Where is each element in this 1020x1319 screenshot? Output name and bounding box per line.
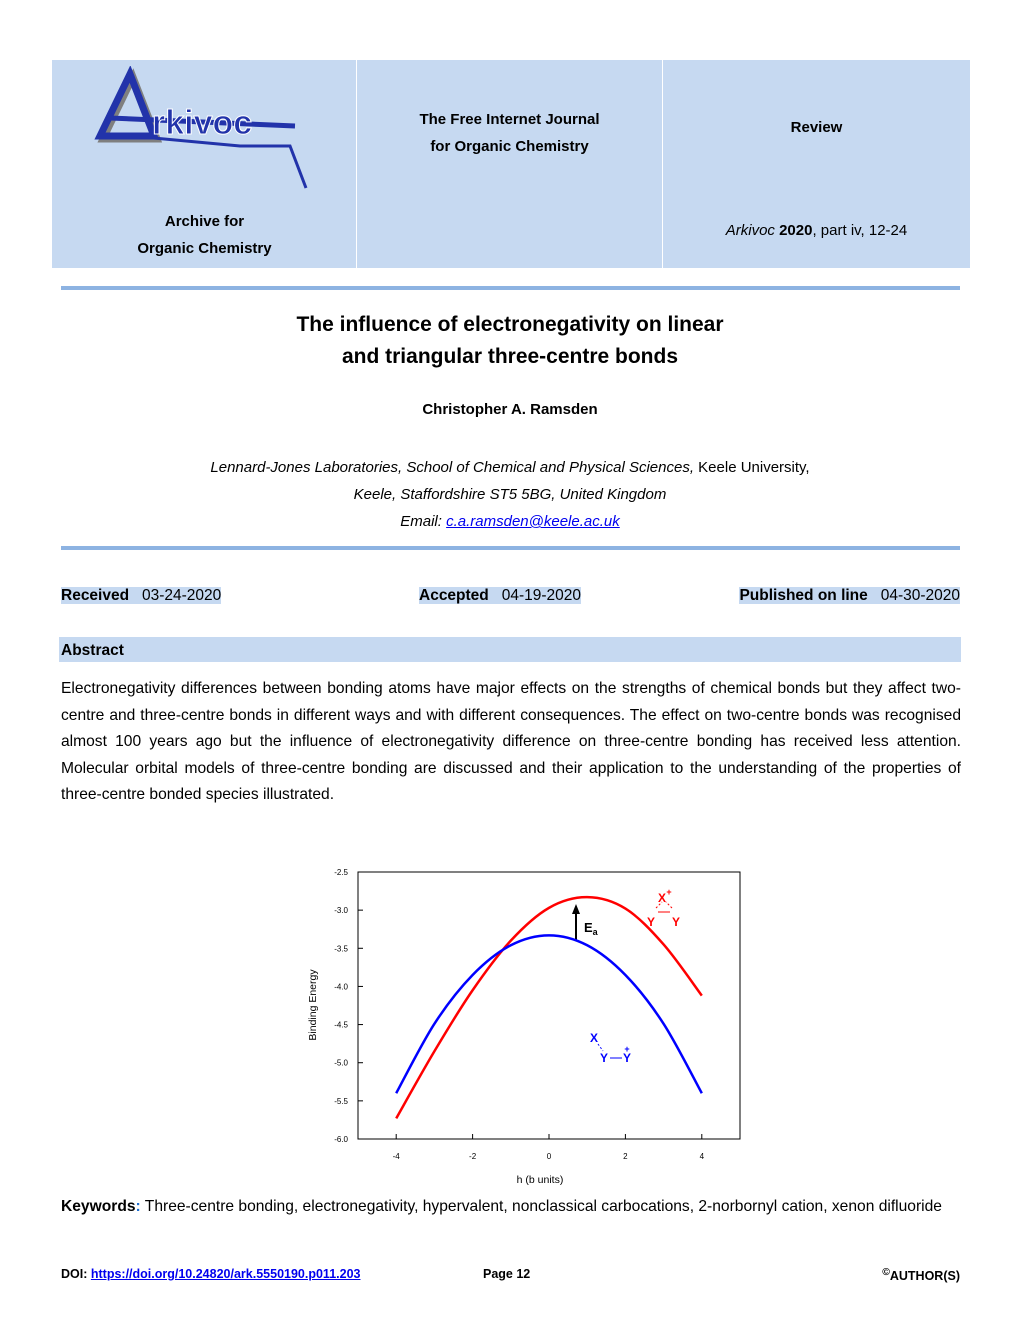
annotation: X — [658, 891, 666, 905]
y-tick-label: -4.0 — [334, 982, 348, 991]
y-tick-label: -5.5 — [334, 1097, 348, 1106]
logo: rkivoc — [94, 66, 308, 189]
x-tick-label: 2 — [623, 1152, 628, 1161]
text: Lennard-Jones Laboratories, School of Ch… — [210, 459, 694, 476]
date: 03-24-2020 — [142, 587, 222, 604]
annotation: + — [624, 1044, 629, 1054]
header-box — [52, 60, 970, 268]
plot-frame — [357, 871, 741, 1140]
text: Three-centre bonding, electronegativity,… — [144, 1198, 942, 1215]
doi-link[interactable]: https://doi.org/10.24820/ark.5550190.p01… — [90, 1267, 361, 1281]
text: Email: — [400, 513, 442, 530]
author: Christopher A. Ramsden — [422, 401, 598, 418]
ea-label: Ea — [584, 920, 599, 937]
y-tick-label: -4.5 — [334, 1021, 348, 1030]
published: Published on line 04-30-2020 — [739, 587, 960, 605]
y-tick-label: -3.0 — [334, 906, 348, 915]
received: Received 03-24-2020 — [61, 587, 222, 605]
annotation: X — [590, 1031, 598, 1045]
text: for Organic Chemistry — [430, 138, 589, 155]
y-tick-label: -2.5 — [334, 868, 348, 877]
y-tick-label: -5.0 — [334, 1059, 348, 1068]
bond — [655, 901, 663, 909]
text: Keele, Staffordshire ST5 5BG, United Kin… — [353, 486, 667, 503]
text: and triangular three-centre bonds — [341, 345, 679, 368]
text: a — [593, 927, 599, 937]
logo-text: rkivoc — [152, 104, 252, 142]
label: Accepted — [419, 587, 489, 604]
x-tick-label: -2 — [469, 1152, 477, 1161]
line: Keele, Staffordshire ST5 5BG, United Kin… — [0, 481, 1020, 508]
annotation: Y — [600, 1051, 608, 1065]
line: Lennard-Jones Laboratories, School of Ch… — [0, 454, 1020, 481]
bond — [665, 901, 673, 909]
y-tick-label: -6.0 — [334, 1135, 348, 1144]
doi: DOI: https://doi.org/10.24820/ark.555019… — [61, 1267, 360, 1281]
x-tick-label: -4 — [393, 1152, 401, 1161]
archive: Archive for Organic Chemistry — [52, 208, 357, 262]
bond — [597, 1043, 604, 1052]
text: AUTHOR(S) — [889, 1269, 960, 1284]
x-tick-label: 4 — [700, 1152, 705, 1161]
x-tick-label: 0 — [547, 1152, 552, 1161]
line-series — [395, 934, 703, 1094]
text: The Free Internet Journal — [419, 111, 600, 128]
abstract-heading: Abstract — [59, 637, 961, 662]
arrow-head — [572, 904, 580, 914]
line-series — [395, 895, 703, 1120]
divider — [356, 60, 357, 268]
date: 04-19-2020 — [501, 587, 581, 604]
text: Organic Chemistry — [137, 240, 272, 257]
y-tick-label: -3.5 — [334, 944, 348, 953]
text: Keele University, — [698, 459, 810, 476]
citation: Arkivoc 2020, part iv, 12-24 — [663, 222, 970, 239]
label: Published on line — [739, 587, 868, 604]
divider — [662, 60, 663, 268]
annotation: Y — [672, 915, 680, 929]
article-type: Review — [790, 119, 843, 136]
date: 04-30-2020 — [880, 587, 960, 604]
colon: : — [135, 1198, 141, 1215]
text: , part iv, 12-24 — [812, 222, 908, 239]
line: Email: c.a.ramsden@keele.ac.uk — [0, 508, 1020, 535]
text: Arkivoc — [725, 222, 775, 239]
keywords: Keywords: Three-centre bonding, electron… — [61, 1193, 961, 1220]
rule — [61, 546, 960, 550]
text: The influence of electronegativity on li… — [296, 313, 724, 336]
y-axis-label: Binding Energy — [307, 969, 319, 1041]
abstract-text: Electronegativity differences between bo… — [61, 680, 961, 804]
label: Keywords — [61, 1198, 136, 1215]
affiliation: Lennard-Jones Laboratories, School of Ch… — [0, 454, 1020, 535]
title: The influence of electronegativity on li… — [0, 309, 1020, 373]
x-axis-label: h (b units) — [517, 1174, 564, 1186]
chart: Binding Energy h (b units) Ea -2.5 -3.0 -3… — [307, 868, 741, 1186]
text: 2020 — [779, 222, 813, 239]
text: E — [584, 920, 593, 935]
page-number: Page 12 — [483, 1267, 531, 1281]
annotation: Y — [647, 915, 655, 929]
label: DOI: — [61, 1267, 88, 1281]
accepted: Accepted 04-19-2020 — [419, 587, 581, 605]
journal-name: The Free Internet Journal for Organic Ch… — [357, 106, 662, 160]
email-link[interactable]: c.a.ramsden@keele.ac.uk — [446, 513, 620, 530]
label: Received — [61, 587, 130, 604]
rule — [61, 286, 960, 290]
symbol: © — [882, 1267, 890, 1278]
annotation: + — [666, 887, 671, 897]
text: Archive for — [164, 213, 245, 230]
copyright: ©AUTHOR(S) — [882, 1267, 960, 1283]
annotation: Y — [623, 1051, 631, 1065]
